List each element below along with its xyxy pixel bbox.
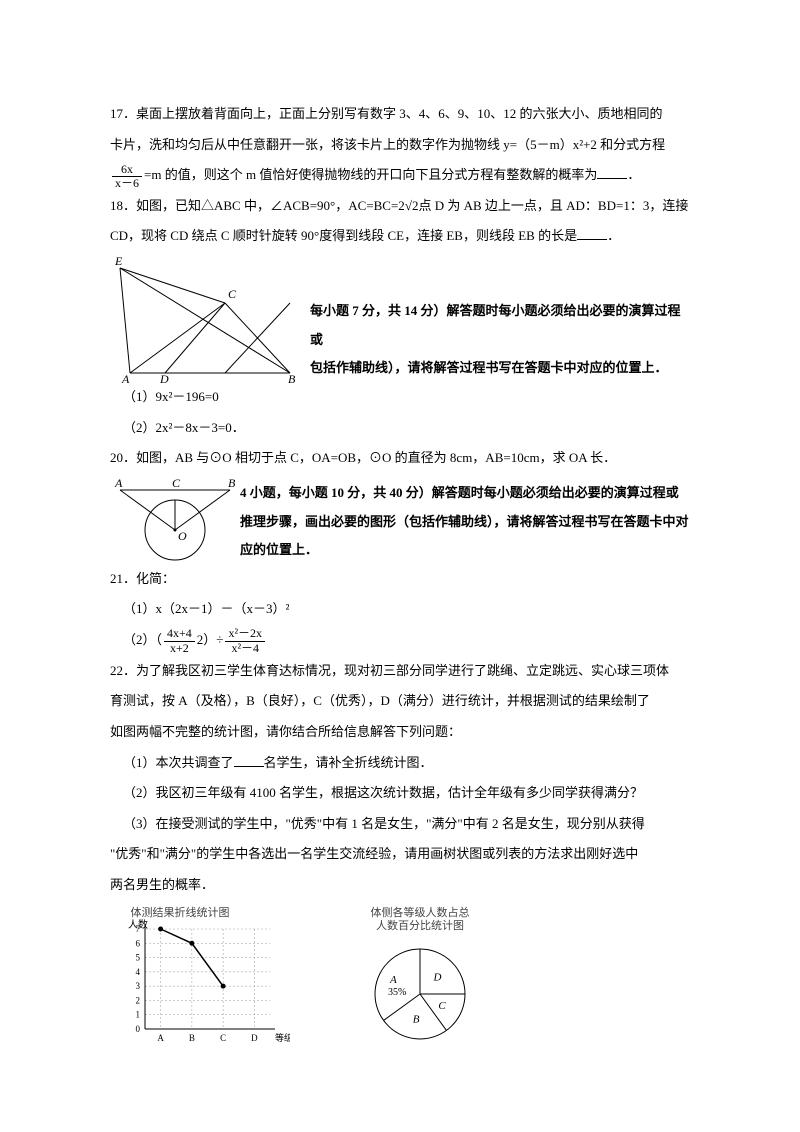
q21-p2a: （2）（ xyxy=(123,632,162,647)
lbl-O20: O xyxy=(178,529,187,543)
svg-text:体侧各等级人数占总: 体侧各等级人数占总 xyxy=(371,905,470,919)
q22-p2: （2）我区初三年级有 4100 名学生，根据这次统计数据，估计全年级有多少同学获… xyxy=(110,779,690,808)
svg-text:6: 6 xyxy=(136,938,141,948)
q18-sqrt: √2 xyxy=(405,198,419,213)
section4-text: 4 小题，每小题 10 分，共 40 分）解答题时每小题必须给出必要的演算过程或… xyxy=(240,479,690,565)
q21-frac1: 4x+4x+2 xyxy=(164,627,195,654)
q22-p3a: （3）在接受测试的学生中，"优秀"中有 1 名是女生，"满分"中有 2 名是女生… xyxy=(110,810,690,839)
line-chart-svg: 体测结果折线统计图人数01234567ABCD等级 xyxy=(110,904,290,1049)
q22-p3c: 两名男生的概率． xyxy=(110,871,690,900)
circle-tangent-svg: A C B O xyxy=(110,475,240,565)
section3-line2: 包括作辅助线），请将解答过程书写在答题卡中对应的位置上． xyxy=(310,354,690,383)
svg-text:A: A xyxy=(157,1033,164,1043)
svg-text:B: B xyxy=(189,1033,195,1043)
q17-text-b: 卡片，洗和均匀后从中任意翻开一张，将该卡片上的数字作为抛物线 y=（5－m）x²… xyxy=(110,137,665,152)
q18-text-d: ． xyxy=(607,228,620,243)
svg-text:7: 7 xyxy=(136,924,141,934)
section4-line2: 推理步骤，画出必要的图形（包括作辅助线），请将解答过程书写在答题卡中对应的位置上… xyxy=(240,508,690,565)
q22-l3: 如图两幅不完整的统计图，请你结合所给信息解答下列问题： xyxy=(110,718,690,747)
q17-fraction: 6x x－6 xyxy=(112,163,142,190)
svg-text:等级: 等级 xyxy=(275,1032,290,1043)
pie-chart-svg: 体侧各等级人数占总人数百分比统计图 A35% B C D xyxy=(330,904,510,1049)
q18-line2: CD，现将 CD 绕点 C 顺时针旋转 90°度得到线段 CE，连接 EB，则线… xyxy=(110,222,690,251)
q17-text-a: 17．桌面上摆放着背面向上，正面上分别写有数字 3、4、6、9、10、12 的六… xyxy=(110,106,663,121)
q22-p1: （1）本次共调查了 名学生，请补全折线统计图． xyxy=(110,749,690,778)
q21-p2b: 2）÷ xyxy=(197,632,224,647)
q19-p1: （1）9x²－196=0 xyxy=(110,383,690,412)
q22-l2: 育测试，按 A（及格），B（良好），C（优秀），D（满分）进行统计，并根据测试的… xyxy=(110,687,690,716)
svg-text:C: C xyxy=(220,1033,226,1043)
svg-text:D: D xyxy=(251,1033,258,1043)
section3-line1: 每小题 7 分，共 14 分）解答题时每小题必须给出必要的演算过程或 xyxy=(310,297,690,354)
svg-text:4: 4 xyxy=(136,966,141,976)
question-17: 17．桌面上摆放着背面向上，正面上分别写有数字 3、4、6、9、10、12 的六… xyxy=(110,100,690,129)
q17-line3: 6x x－6 =m 的值，则这个 m 值恰好使得抛物线的开口向下且分式方程有整数… xyxy=(110,161,690,190)
lbl-B: B xyxy=(288,372,296,383)
q18-figure-row: E C A D B 每小题 7 分，共 14 分）解答题时每小题必须给出必要的演… xyxy=(110,253,690,383)
svg-text:1: 1 xyxy=(136,1009,141,1019)
svg-text:D: D xyxy=(433,971,442,983)
q19-p2: （2）2x²－8x－3=0． xyxy=(110,414,690,443)
q18-text-c: CD，现将 CD 绕点 C 顺时针旋转 90°度得到线段 CE，连接 EB，则线… xyxy=(110,228,577,243)
svg-text:C: C xyxy=(438,1000,446,1012)
q17-frac-den: x－6 xyxy=(112,177,142,190)
svg-text:2: 2 xyxy=(136,995,141,1005)
lbl-A: A xyxy=(121,372,130,383)
svg-text:3: 3 xyxy=(136,981,141,991)
svg-text:35%: 35% xyxy=(388,986,406,997)
lbl-B20: B xyxy=(228,476,236,490)
lbl-E: E xyxy=(114,254,123,268)
q22-p3b: "优秀"和"满分"的学生中各选出一名学生交流经验，请用画树状图或列表的方法求出刚… xyxy=(110,840,690,869)
q17-line2: 卡片，洗和均匀后从中任意翻开一张，将该卡片上的数字作为抛物线 y=（5－m）x²… xyxy=(110,131,690,160)
lbl-C: C xyxy=(228,287,237,301)
question-20: 20．如图，AB 与⊙O 相切于点 C，OA=OB，⊙O 的直径为 8cm，AB… xyxy=(110,444,690,473)
q18-figure: E C A D B xyxy=(110,253,310,383)
line-chart: 体测结果折线统计图人数01234567ABCD等级 xyxy=(110,904,290,1049)
q18-blank xyxy=(577,229,607,240)
q21-fr1n: 4x+4 xyxy=(164,627,195,641)
q21-fr2n: x²－2x xyxy=(225,627,265,641)
q20-figure-row: A C B O 4 小题，每小题 10 分，共 40 分）解答题时每小题必须给出… xyxy=(110,475,690,565)
q17-text-d: ． xyxy=(627,167,640,182)
q22-p1b: 名学生，请补全折线统计图． xyxy=(264,755,433,770)
section3-text: 每小题 7 分，共 14 分）解答题时每小题必须给出必要的演算过程或 包括作辅助… xyxy=(310,297,690,383)
lbl-C20: C xyxy=(172,476,181,490)
svg-text:人数百分比统计图: 人数百分比统计图 xyxy=(376,919,464,932)
question-18: 18．如图，已知△ABC 中，∠ACB=90°，AC=BC=2√2点 D 为 A… xyxy=(110,192,690,221)
pie-chart: 体侧各等级人数占总人数百分比统计图 A35% B C D xyxy=(330,904,510,1049)
q21-frac2: x²－2xx²－4 xyxy=(225,627,265,654)
q22-p1a: （1）本次共调查了 xyxy=(123,755,234,770)
svg-text:体测结果折线统计图: 体测结果折线统计图 xyxy=(131,905,230,919)
q22-l1: 22．为了解我区初三学生体育达标情况，现对初三部分同学进行了跳绳、立定跳远、实心… xyxy=(110,657,690,686)
svg-text:5: 5 xyxy=(136,952,141,962)
q17-blank xyxy=(597,168,627,179)
question-21-head: 21．化简： xyxy=(110,565,690,594)
svg-text:B: B xyxy=(413,1013,420,1025)
q21-p1: （1）x（2x－1）－（x－3）² xyxy=(110,595,690,624)
q20-figure: A C B O xyxy=(110,475,240,565)
q21-fr1d: x+2 xyxy=(164,642,195,655)
section4-line1: 4 小题，每小题 10 分，共 40 分）解答题时每小题必须给出必要的演算过程或 xyxy=(240,479,690,508)
q17-text-c: =m 的值，则这个 m 值恰好使得抛物线的开口向下且分式方程有整数解的概率为 xyxy=(144,167,597,182)
lbl-A20: A xyxy=(114,476,123,490)
q18-text-a: 18．如图，已知△ABC 中，∠ACB=90°，AC=BC=2 xyxy=(110,198,405,213)
svg-text:0: 0 xyxy=(136,1024,141,1034)
q17-frac-num: 6x xyxy=(112,163,142,177)
svg-text:A: A xyxy=(389,973,397,985)
q22-blank xyxy=(234,755,264,766)
triangle-ecad-svg: E C A D B xyxy=(110,253,310,383)
q21-fr2d: x²－4 xyxy=(225,642,265,655)
charts-row: 体测结果折线统计图人数01234567ABCD等级 体侧各等级人数占总人数百分比… xyxy=(110,904,690,1049)
q21-p2: （2）（4x+4x+22）÷x²－2xx²－4 xyxy=(110,626,690,655)
q18-text-b: 点 D 为 AB 边上一点，且 AD：BD=1：3，连接 xyxy=(418,198,688,213)
lbl-D: D xyxy=(159,372,169,383)
